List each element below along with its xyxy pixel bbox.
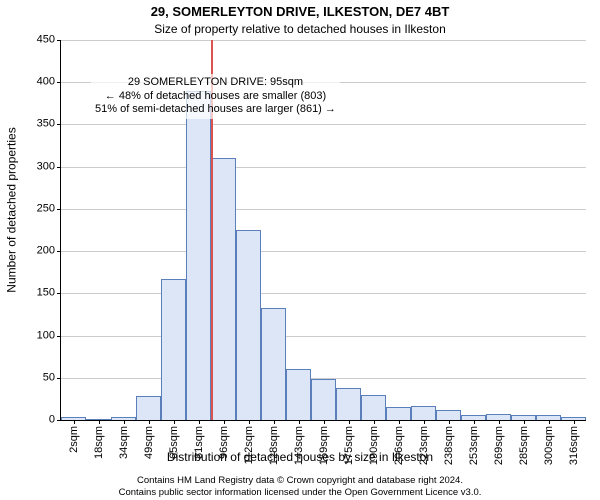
histogram-bar bbox=[436, 410, 461, 420]
xtick-mark bbox=[549, 420, 550, 424]
footer-line-2: Contains public sector information licen… bbox=[0, 487, 600, 498]
xtick-mark bbox=[124, 420, 125, 424]
footer: Contains HM Land Registry data © Crown c… bbox=[0, 475, 600, 498]
annotation-line: ← 48% of detached houses are smaller (80… bbox=[95, 90, 336, 104]
ytick-label: 150 bbox=[21, 288, 55, 299]
gridline bbox=[61, 209, 586, 210]
histogram-bar bbox=[236, 230, 261, 420]
histogram-bar bbox=[111, 417, 136, 420]
xtick-mark bbox=[524, 420, 525, 424]
histogram-bar bbox=[136, 396, 161, 420]
histogram-bar bbox=[311, 379, 336, 420]
histogram-bar bbox=[261, 308, 286, 420]
annotation-line: 29 SOMERLEYTON DRIVE: 95sqm bbox=[95, 76, 336, 90]
ytick-mark bbox=[57, 251, 61, 252]
xtick-mark bbox=[199, 420, 200, 424]
histogram-bar bbox=[536, 415, 561, 420]
histogram-bar bbox=[361, 395, 386, 420]
gridline bbox=[61, 167, 586, 168]
xtick-label: 2sqm bbox=[68, 426, 80, 453]
xtick-mark bbox=[399, 420, 400, 424]
xtick-mark bbox=[449, 420, 450, 424]
ytick-mark bbox=[57, 336, 61, 337]
ytick-mark bbox=[57, 167, 61, 168]
histogram-bar bbox=[511, 415, 536, 420]
chart-stage: 29, SOMERLEYTON DRIVE, ILKESTON, DE7 4BT… bbox=[0, 0, 600, 500]
annotation-line: 51% of semi-detached houses are larger (… bbox=[95, 103, 336, 117]
xtick-mark bbox=[149, 420, 150, 424]
histogram-bar bbox=[286, 369, 311, 420]
xtick-mark bbox=[424, 420, 425, 424]
annotation-box: 29 SOMERLEYTON DRIVE: 95sqm← 48% of deta… bbox=[91, 74, 340, 119]
gridline bbox=[61, 336, 586, 337]
histogram-bar bbox=[336, 388, 361, 420]
ytick-label: 200 bbox=[21, 246, 55, 257]
xtick-mark bbox=[174, 420, 175, 424]
histogram-bar bbox=[486, 414, 511, 420]
ytick-mark bbox=[57, 40, 61, 41]
xtick-mark bbox=[374, 420, 375, 424]
ytick-label: 50 bbox=[21, 372, 55, 383]
ytick-mark bbox=[57, 293, 61, 294]
xtick-mark bbox=[99, 420, 100, 424]
gridline bbox=[61, 293, 586, 294]
plot-area: 0501001502002503003504004502sqm18sqm34sq… bbox=[60, 40, 586, 421]
xtick-mark bbox=[499, 420, 500, 424]
y-axis-label-wrap: Number of detached properties bbox=[4, 0, 20, 420]
histogram-bar bbox=[411, 406, 436, 420]
histogram-bar bbox=[61, 417, 86, 420]
ytick-mark bbox=[57, 82, 61, 83]
gridline bbox=[61, 40, 586, 41]
histogram-bar bbox=[461, 415, 486, 420]
page-title: 29, SOMERLEYTON DRIVE, ILKESTON, DE7 4BT bbox=[0, 4, 600, 19]
histogram-bar bbox=[186, 91, 211, 420]
xtick-mark bbox=[224, 420, 225, 424]
x-axis-label: Distribution of detached houses by size … bbox=[0, 450, 600, 464]
ytick-mark bbox=[57, 124, 61, 125]
ytick-label: 400 bbox=[21, 77, 55, 88]
histogram-bar bbox=[161, 279, 186, 420]
xtick-mark bbox=[74, 420, 75, 424]
ytick-label: 250 bbox=[21, 203, 55, 214]
xtick-mark bbox=[574, 420, 575, 424]
histogram-bar bbox=[386, 407, 411, 420]
ytick-label: 0 bbox=[21, 415, 55, 426]
xtick-mark bbox=[249, 420, 250, 424]
xtick-mark bbox=[324, 420, 325, 424]
xtick-mark bbox=[349, 420, 350, 424]
y-axis-label: Number of detached properties bbox=[5, 127, 19, 292]
histogram-bar bbox=[86, 419, 111, 420]
ytick-label: 450 bbox=[21, 35, 55, 46]
xtick-mark bbox=[474, 420, 475, 424]
ytick-label: 350 bbox=[21, 119, 55, 130]
xtick-mark bbox=[299, 420, 300, 424]
footer-line-1: Contains HM Land Registry data © Crown c… bbox=[0, 475, 600, 486]
xtick-mark bbox=[274, 420, 275, 424]
ytick-mark bbox=[57, 209, 61, 210]
gridline bbox=[61, 251, 586, 252]
ytick-mark bbox=[57, 420, 61, 421]
subtitle: Size of property relative to detached ho… bbox=[0, 22, 600, 36]
ytick-mark bbox=[57, 378, 61, 379]
ytick-label: 100 bbox=[21, 330, 55, 341]
histogram-bar bbox=[211, 158, 236, 420]
histogram-bar bbox=[561, 417, 586, 420]
gridline bbox=[61, 124, 586, 125]
ytick-label: 300 bbox=[21, 161, 55, 172]
